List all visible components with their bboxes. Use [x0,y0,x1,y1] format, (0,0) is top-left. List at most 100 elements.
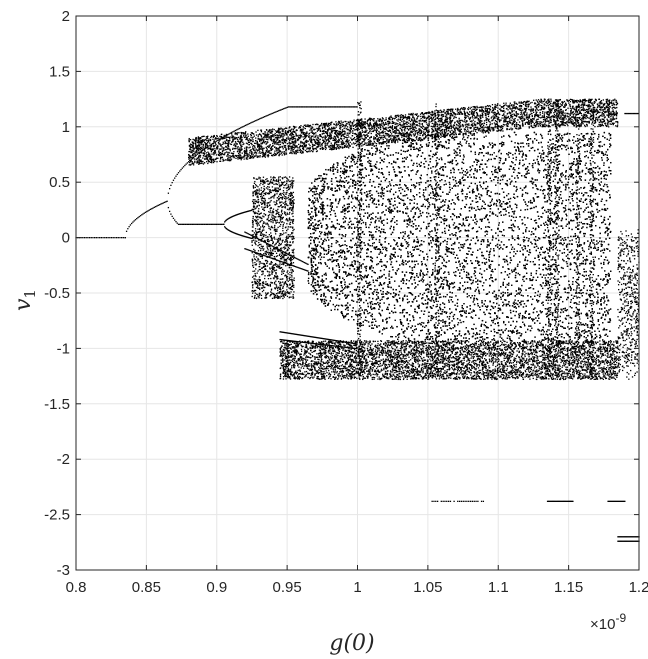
data-point [361,136,363,138]
data-point [275,265,278,268]
data-point [252,121,254,123]
data-point [293,148,295,151]
data-point [279,237,281,239]
data-point [176,173,178,176]
data-point [555,106,557,108]
data-point [506,105,508,107]
data-point [217,141,220,144]
data-point [275,248,277,250]
data-point [280,233,282,235]
data-point [468,132,470,134]
data-point [264,241,266,243]
data-point [238,147,240,149]
data-point [295,126,297,128]
data-point [605,125,608,127]
data-point [263,180,265,182]
data-point [307,270,309,272]
data-point [259,193,261,196]
data-point [243,125,246,127]
data-point [276,189,278,192]
data-point [446,124,449,127]
data-point [281,182,283,184]
data-point [315,138,317,140]
data-point [152,207,154,209]
data-point [251,226,254,228]
data-point [263,225,266,228]
data-point [143,212,145,214]
data-point [568,121,571,124]
data-point [302,148,305,151]
data-point [295,146,298,148]
data-point [292,220,295,222]
data-point [282,293,285,295]
data-point [269,283,272,286]
data-point [257,294,259,296]
data-point [519,105,521,108]
data-point [293,291,295,293]
data-point [340,133,342,135]
data-point [290,198,292,200]
data-point [234,144,237,146]
data-point [288,176,291,178]
data-point [411,113,413,116]
data-point [273,296,276,298]
data-point [291,183,294,185]
data-point [283,181,286,183]
data-point [279,188,281,190]
data-point [542,118,545,121]
data-point [485,124,488,126]
data-point [291,200,294,202]
data-point [212,223,214,226]
data-point [258,118,261,120]
data-point [258,297,260,299]
data-point [473,132,475,135]
data-point [284,261,286,264]
data-point [174,177,176,179]
data-point [249,234,252,236]
data-point [266,145,269,148]
data-point [261,257,264,259]
data-point [298,143,300,146]
data-point [263,197,265,200]
data-point [584,111,586,114]
data-point [291,192,293,195]
data-point [515,122,518,124]
data-point [349,132,351,134]
data-point [367,142,369,144]
data-point [204,150,206,152]
data-point [214,152,217,154]
data-point [259,234,262,236]
data-point [521,110,523,112]
data-point [268,227,270,230]
data-point [551,108,553,110]
data-point [258,224,260,226]
data-point [460,131,463,133]
data-point [268,234,271,236]
data-point [179,223,181,226]
data-point [275,285,278,287]
data-point [270,221,272,223]
data-point [393,127,396,129]
data-point [284,291,286,293]
data-point [273,201,275,203]
data-point [255,137,257,139]
data-point [232,135,234,137]
data-point [272,190,274,192]
data-point [513,103,516,105]
data-point [211,153,213,155]
data-point [270,234,273,237]
data-point [259,184,261,186]
data-point [189,150,191,153]
data-point [545,105,548,107]
data-point [292,136,294,138]
data-point [255,191,257,194]
data-point [274,193,276,196]
data-point [279,283,281,285]
data-point [227,151,229,154]
data-point [362,144,364,146]
data-point [292,242,294,244]
data-point [337,106,339,108]
data-point [230,158,233,160]
data-point [266,240,269,243]
data-point [262,116,265,118]
